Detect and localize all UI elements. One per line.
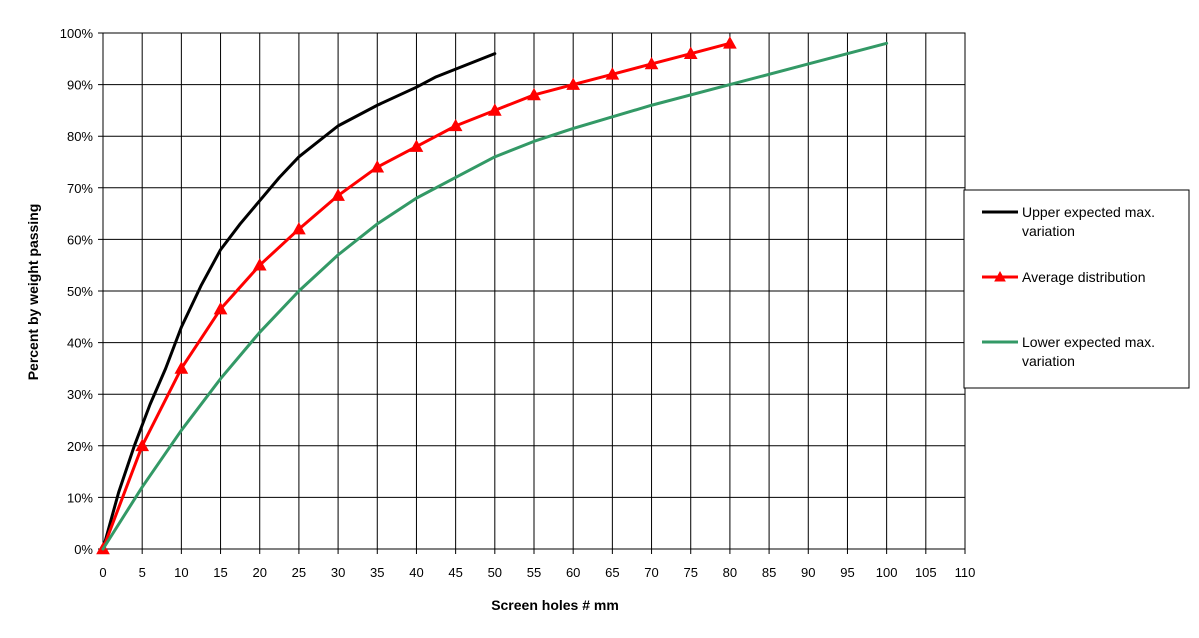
data-point-marker — [644, 56, 659, 70]
x-tick-label: 100 — [876, 565, 898, 580]
y-tick-label: 70% — [67, 181, 93, 196]
y-tick-label: 90% — [67, 78, 93, 93]
y-tick-label: 60% — [67, 232, 93, 247]
x-tick-label: 35 — [370, 565, 384, 580]
y-tick-label: 100% — [60, 26, 94, 41]
data-point-marker — [252, 258, 267, 271]
x-tick-label: 10 — [174, 565, 188, 580]
y-tick-label: 20% — [67, 439, 93, 454]
data-point-marker — [448, 118, 463, 132]
x-tick-label: 110 — [955, 565, 976, 580]
x-tick-label: 45 — [448, 565, 462, 580]
legend-label: Lower expected max. variation — [1022, 334, 1155, 369]
legend: Upper expected max. variation Average dist… — [963, 189, 1190, 389]
x-tick-label: 90 — [801, 565, 815, 580]
legend-label: Upper expected max. variation — [1022, 204, 1155, 239]
data-point-marker — [566, 77, 581, 90]
x-tick-label: 40 — [409, 565, 423, 580]
legend-label: Average distribution — [1022, 269, 1145, 285]
data-point-marker — [605, 67, 620, 80]
y-tick-label: 40% — [67, 336, 93, 351]
series-lines — [96, 36, 889, 555]
data-point-marker — [292, 222, 306, 235]
x-tick-label: 70 — [644, 565, 658, 580]
y-tick-label: 30% — [67, 387, 93, 402]
series-line-1 — [101, 52, 497, 551]
y-tick-label: 80% — [67, 129, 93, 144]
y-tick-label: 50% — [67, 284, 93, 299]
data-point-marker — [370, 160, 385, 173]
data-point-marker — [683, 46, 698, 59]
x-tick-label: 25 — [292, 565, 306, 580]
x-tick-label: 95 — [840, 565, 854, 580]
grid-lines — [98, 32, 966, 554]
data-point-marker — [487, 103, 502, 116]
y-tick-label: 10% — [67, 490, 93, 505]
data-point-marker — [174, 361, 189, 374]
x-tick-label: 30 — [331, 565, 345, 580]
y-tick-label: 0% — [74, 542, 93, 557]
data-point-marker — [409, 139, 424, 152]
data-point-marker — [331, 188, 345, 201]
y-axis-ticks: 0% 10% 20% 30% 40% 50% 60% 70% 80% 90% 100% — [60, 26, 94, 557]
data-point-marker — [723, 36, 737, 49]
legend-box — [963, 189, 1190, 389]
x-tick-label: 15 — [213, 565, 227, 580]
x-tick-label: 0 — [99, 565, 106, 580]
x-axis-title: Screen holes # mm — [491, 597, 619, 613]
x-tick-label: 55 — [527, 565, 541, 580]
x-tick-label: 80 — [723, 565, 737, 580]
y-axis-title: Percent by weight passing — [25, 204, 41, 381]
x-tick-label: 50 — [488, 565, 502, 580]
series-line-3 — [101, 41, 889, 551]
legend-marker — [994, 270, 1006, 282]
x-axis-ticks: 0 5 10 15 20 25 30 35 40 45 50 55 60 65 70 75 80 85 90 95 10… — [99, 565, 975, 580]
data-point-marker — [135, 438, 150, 452]
x-tick-label: 20 — [252, 565, 266, 580]
x-tick-label: 5 — [139, 565, 146, 580]
data-point-marker — [527, 87, 541, 101]
x-tick-label: 105 — [915, 565, 937, 580]
x-tick-label: 85 — [762, 565, 776, 580]
x-tick-label: 75 — [683, 565, 697, 580]
data-point-marker — [213, 302, 228, 315]
x-tick-label: 65 — [605, 565, 619, 580]
x-tick-label: 60 — [566, 565, 580, 580]
